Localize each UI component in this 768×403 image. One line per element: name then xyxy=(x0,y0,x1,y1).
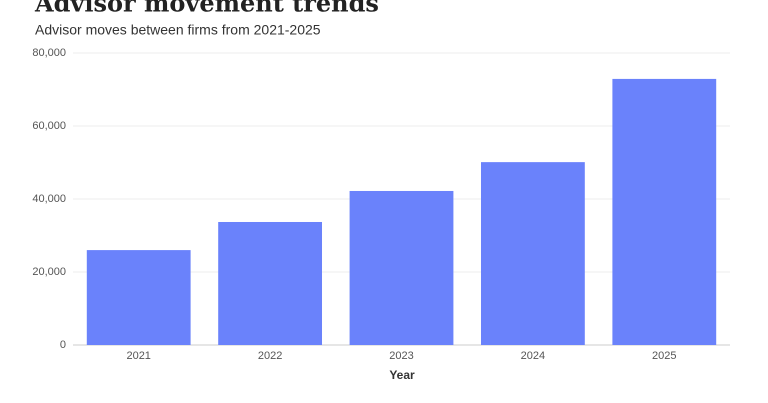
y-tick-label: 40,000 xyxy=(32,193,66,205)
x-axis-label: Year xyxy=(389,368,415,382)
bar xyxy=(86,250,191,345)
x-tick-label: 2023 xyxy=(389,350,413,362)
bar xyxy=(612,78,717,345)
y-tick-label: 20,000 xyxy=(32,266,66,278)
y-tick-label: 0 xyxy=(60,339,66,351)
bar xyxy=(480,162,585,345)
chart-title: Advisor movement trends xyxy=(34,0,379,18)
x-tick-label: 2022 xyxy=(258,350,282,362)
y-tick-label: 80,000 xyxy=(32,47,66,59)
x-tick-label: 2021 xyxy=(126,350,150,362)
x-tick-label: 2024 xyxy=(521,350,545,362)
x-tick-label: 2025 xyxy=(652,350,676,362)
chart-subtitle: Advisor moves between firms from 2021-20… xyxy=(35,22,321,38)
bar xyxy=(349,190,454,345)
y-tick-label: 60,000 xyxy=(32,120,66,132)
bar xyxy=(218,221,323,345)
